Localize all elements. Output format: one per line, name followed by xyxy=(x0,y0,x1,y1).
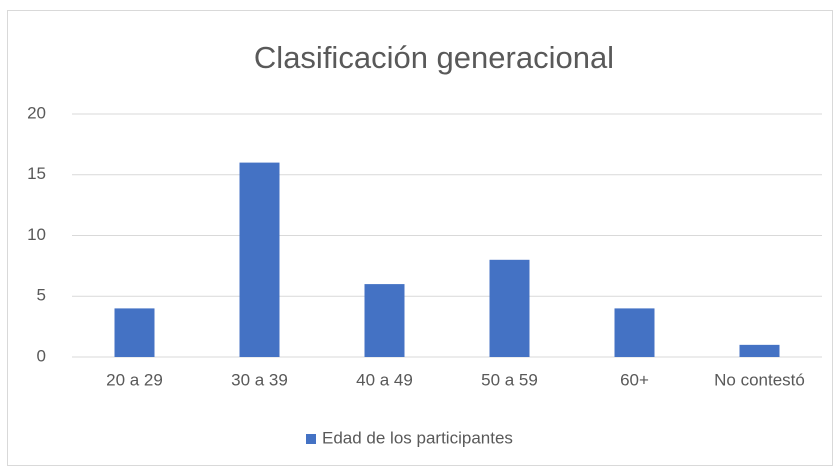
y-tick-label: 0 xyxy=(37,346,46,365)
legend-label: Edad de los participantes xyxy=(322,428,513,447)
x-tick-label: 60+ xyxy=(620,370,649,389)
x-tick-label: 40 a 49 xyxy=(356,370,413,389)
x-tick-label: 30 a 39 xyxy=(231,370,288,389)
bar xyxy=(739,344,780,357)
x-tick-label: No contestó xyxy=(714,370,805,389)
bar xyxy=(239,162,280,357)
y-tick-label: 10 xyxy=(27,225,46,244)
y-tick-label: 20 xyxy=(27,103,46,122)
chart-border xyxy=(7,10,833,466)
chart-title: Clasificación generacional xyxy=(254,40,614,75)
bar xyxy=(489,259,530,357)
y-tick-label: 5 xyxy=(37,286,46,305)
bar xyxy=(614,308,655,357)
legend-swatch xyxy=(306,434,316,444)
x-tick-label: 20 a 29 xyxy=(106,370,163,389)
x-tick-label: 50 a 59 xyxy=(481,370,538,389)
bar xyxy=(114,308,155,357)
y-tick-label: 15 xyxy=(27,164,46,183)
bar xyxy=(364,284,405,357)
